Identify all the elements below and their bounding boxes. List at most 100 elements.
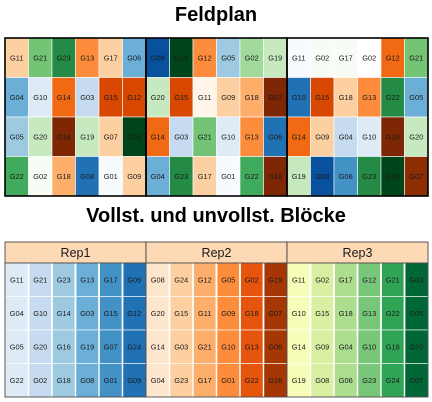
block-cell-label: G01: [221, 376, 235, 385]
block-cell-label: G01: [104, 376, 118, 385]
field-cell-label: G21: [198, 132, 212, 141]
field-cell-label: G20: [409, 132, 423, 141]
block-cell-label: G17: [104, 275, 118, 284]
field-cell-label: G21: [33, 53, 47, 62]
block-cell-label: G02: [315, 275, 329, 284]
block-cell-label: G06: [127, 275, 141, 284]
block-cell-label: G02: [33, 376, 47, 385]
block-cell-label: G04: [339, 342, 353, 351]
block-cell-label: G17: [198, 376, 212, 385]
rep-strip-label: Rep1: [61, 246, 91, 260]
field-cell-label: G19: [292, 172, 306, 181]
field-cell-label: G04: [10, 93, 24, 102]
field-cell-label: G14: [57, 93, 71, 102]
rep-strip-label: Rep3: [343, 246, 373, 260]
block-cell-label: G16: [386, 342, 400, 351]
field-cell-label: G02: [315, 53, 329, 62]
block-cell-label: G13: [245, 342, 259, 351]
block-cell-label: G23: [362, 376, 376, 385]
block-cell-label: G07: [268, 309, 282, 318]
blocks-heatmap: Rep1 G11 G21 G23 G13 G17 G06 G04 G10 G14 G03 G15 G12…: [4, 241, 429, 398]
block-cell-label: G04: [10, 309, 24, 318]
field-cell-label: G10: [362, 132, 376, 141]
field-cell-label: G14: [151, 132, 165, 141]
field-cell-label: G22: [386, 93, 400, 102]
block-cell-label: G19: [292, 376, 306, 385]
field-cell-label: G08: [80, 172, 94, 181]
block-cell-label: G05: [409, 309, 423, 318]
block-cell-label: G18: [339, 309, 353, 318]
field-cell-label: G09: [127, 172, 141, 181]
field-cell-label: G07: [409, 172, 423, 181]
block-cell-label: G14: [151, 342, 165, 351]
field-cell-label: G13: [245, 132, 259, 141]
block-cell-label: G05: [221, 275, 235, 284]
field-cell-label: G24: [386, 172, 400, 181]
field-cell-label: G07: [104, 132, 118, 141]
field-cell-label: G12: [386, 53, 400, 62]
block-cell-label: G10: [221, 342, 235, 351]
field-cell-label: G10: [33, 93, 47, 102]
block-cell-label: G22: [10, 376, 24, 385]
field-cell-label: G24: [174, 53, 188, 62]
block-cell-label: G03: [80, 309, 94, 318]
block-cell-label: G22: [245, 376, 259, 385]
field-cell-label: G16: [386, 132, 400, 141]
field-cell-label: G17: [198, 172, 212, 181]
field-cell-label: G16: [268, 172, 282, 181]
block-cell-label: G07: [104, 342, 118, 351]
chart-title-blocks: Vollst. und unvollst. Blöcke: [86, 205, 346, 227]
field-cell-label: G14: [292, 132, 306, 141]
block-cell-label: G03: [409, 275, 423, 284]
field-cell-label: G21: [409, 53, 423, 62]
block-cell-label: G24: [174, 275, 188, 284]
field-cell-label: G18: [245, 93, 259, 102]
block-cell-label: G16: [57, 342, 71, 351]
field-cell-label: G07: [268, 93, 282, 102]
field-cell-label: G18: [339, 93, 353, 102]
block-cell-label: G10: [362, 342, 376, 351]
field-cell-label: G22: [10, 172, 24, 181]
block-cell-label: G14: [57, 309, 71, 318]
field-cell-label: G02: [245, 53, 259, 62]
block-cell-label: G10: [292, 309, 306, 318]
block-cell-label: G09: [221, 309, 235, 318]
block-cell-label: G09: [315, 342, 329, 351]
field-cell-label: G15: [315, 93, 329, 102]
block-cell-label: G18: [57, 376, 71, 385]
block-cell-label: G11: [292, 275, 305, 284]
field-cell-label: G19: [268, 53, 282, 62]
block-cell-label: G22: [386, 309, 400, 318]
field-cell-label: G06: [268, 132, 282, 141]
field-cell-label: G19: [80, 132, 94, 141]
field-cell-label: G20: [151, 93, 165, 102]
block-cell-label: G20: [151, 309, 165, 318]
field-cell-label: G12: [198, 53, 212, 62]
field-cell-label: G06: [127, 53, 141, 62]
block-cell-label: G17: [339, 275, 353, 284]
block-cell-label: G12: [127, 309, 141, 318]
field-cell-label: G01: [104, 172, 118, 181]
block-cell-label: G21: [198, 342, 212, 351]
field-cell-label: G05: [221, 53, 235, 62]
block-cell-label: G08: [151, 275, 165, 284]
block-cell-label: G09: [127, 376, 141, 385]
field-cell-label: G09: [221, 93, 235, 102]
block-cell-label: G15: [315, 309, 329, 318]
field-cell-label: G16: [57, 132, 71, 141]
field-cell-label: G17: [104, 53, 118, 62]
field-cell-label: G24: [127, 132, 141, 141]
block-cell-label: G23: [57, 275, 71, 284]
field-cell-label: G10: [221, 132, 235, 141]
block-cell-label: G12: [362, 275, 376, 284]
block-cell-label: G06: [339, 376, 353, 385]
field-cell-label: G23: [57, 53, 71, 62]
field-cell-label: G13: [80, 53, 94, 62]
field-cell-label: G15: [174, 93, 188, 102]
block-cell-label: G15: [174, 309, 188, 318]
field-cell-label: G06: [339, 172, 353, 181]
field-cell-label: G11: [10, 53, 23, 62]
block-cell-label: G08: [315, 376, 329, 385]
block-cell-label: G21: [386, 275, 400, 284]
block-cell-label: G24: [386, 376, 400, 385]
